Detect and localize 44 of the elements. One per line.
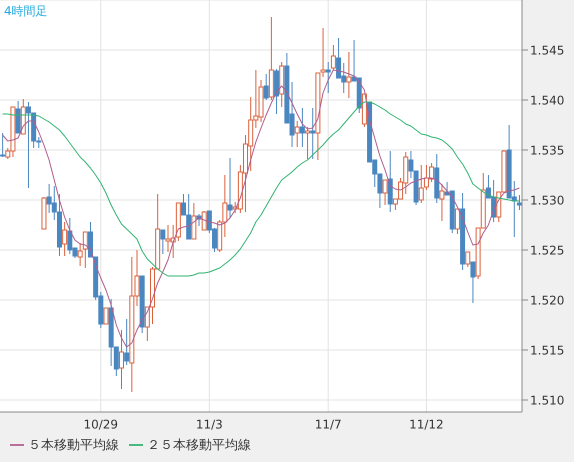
candlestick [103, 308, 108, 324]
candlestick [160, 230, 166, 254]
candlestick [228, 158, 233, 218]
line-series [2, 102, 520, 276]
candlestick [124, 318, 130, 366]
y-tick-label: 1.525 [530, 243, 564, 258]
x-tick-label: 11/7 [314, 418, 342, 432]
candlestick [305, 126, 310, 160]
candlestick [82, 232, 88, 268]
y-tick-label: 1.540 [530, 93, 564, 108]
candlestick [465, 252, 470, 268]
chart-title: 4時間足 [4, 3, 48, 20]
candlestick [326, 62, 331, 94]
candlestick [202, 210, 207, 230]
y-tick-label: 1.520 [530, 293, 564, 308]
y-tick-label: 1.515 [530, 343, 564, 358]
candlestick [310, 108, 316, 160]
candlestick [470, 262, 476, 304]
y-tick-label: 1.530 [530, 193, 564, 208]
legend-label: ２５本移動平均線 [147, 438, 251, 453]
candlestick [330, 44, 336, 70]
candlestick [16, 100, 21, 134]
candlestick [516, 194, 522, 210]
candlestick [346, 52, 352, 98]
candlestick [294, 120, 300, 148]
candlestick [264, 74, 269, 100]
candlestick [320, 28, 326, 78]
candlestick [454, 208, 460, 234]
y-tick-label: 1.545 [530, 43, 564, 58]
candlestick [118, 330, 124, 390]
x-tick-label: 11/12 [409, 418, 444, 432]
candlestick [191, 202, 196, 240]
candlestick [300, 108, 305, 148]
candlestick [62, 222, 68, 256]
y-tick-label: 1.510 [530, 393, 564, 408]
legend-label: ５本移動平均線 [28, 438, 119, 453]
x-tick-label: 11/3 [196, 418, 223, 432]
x-tick-label: 10/29 [83, 418, 118, 432]
candlestick [0, 132, 6, 158]
candlestick [382, 180, 388, 206]
candlestick [418, 164, 424, 204]
candlestick [78, 242, 83, 266]
candlestick [439, 184, 444, 222]
y-tick-label: 1.535 [530, 143, 564, 158]
